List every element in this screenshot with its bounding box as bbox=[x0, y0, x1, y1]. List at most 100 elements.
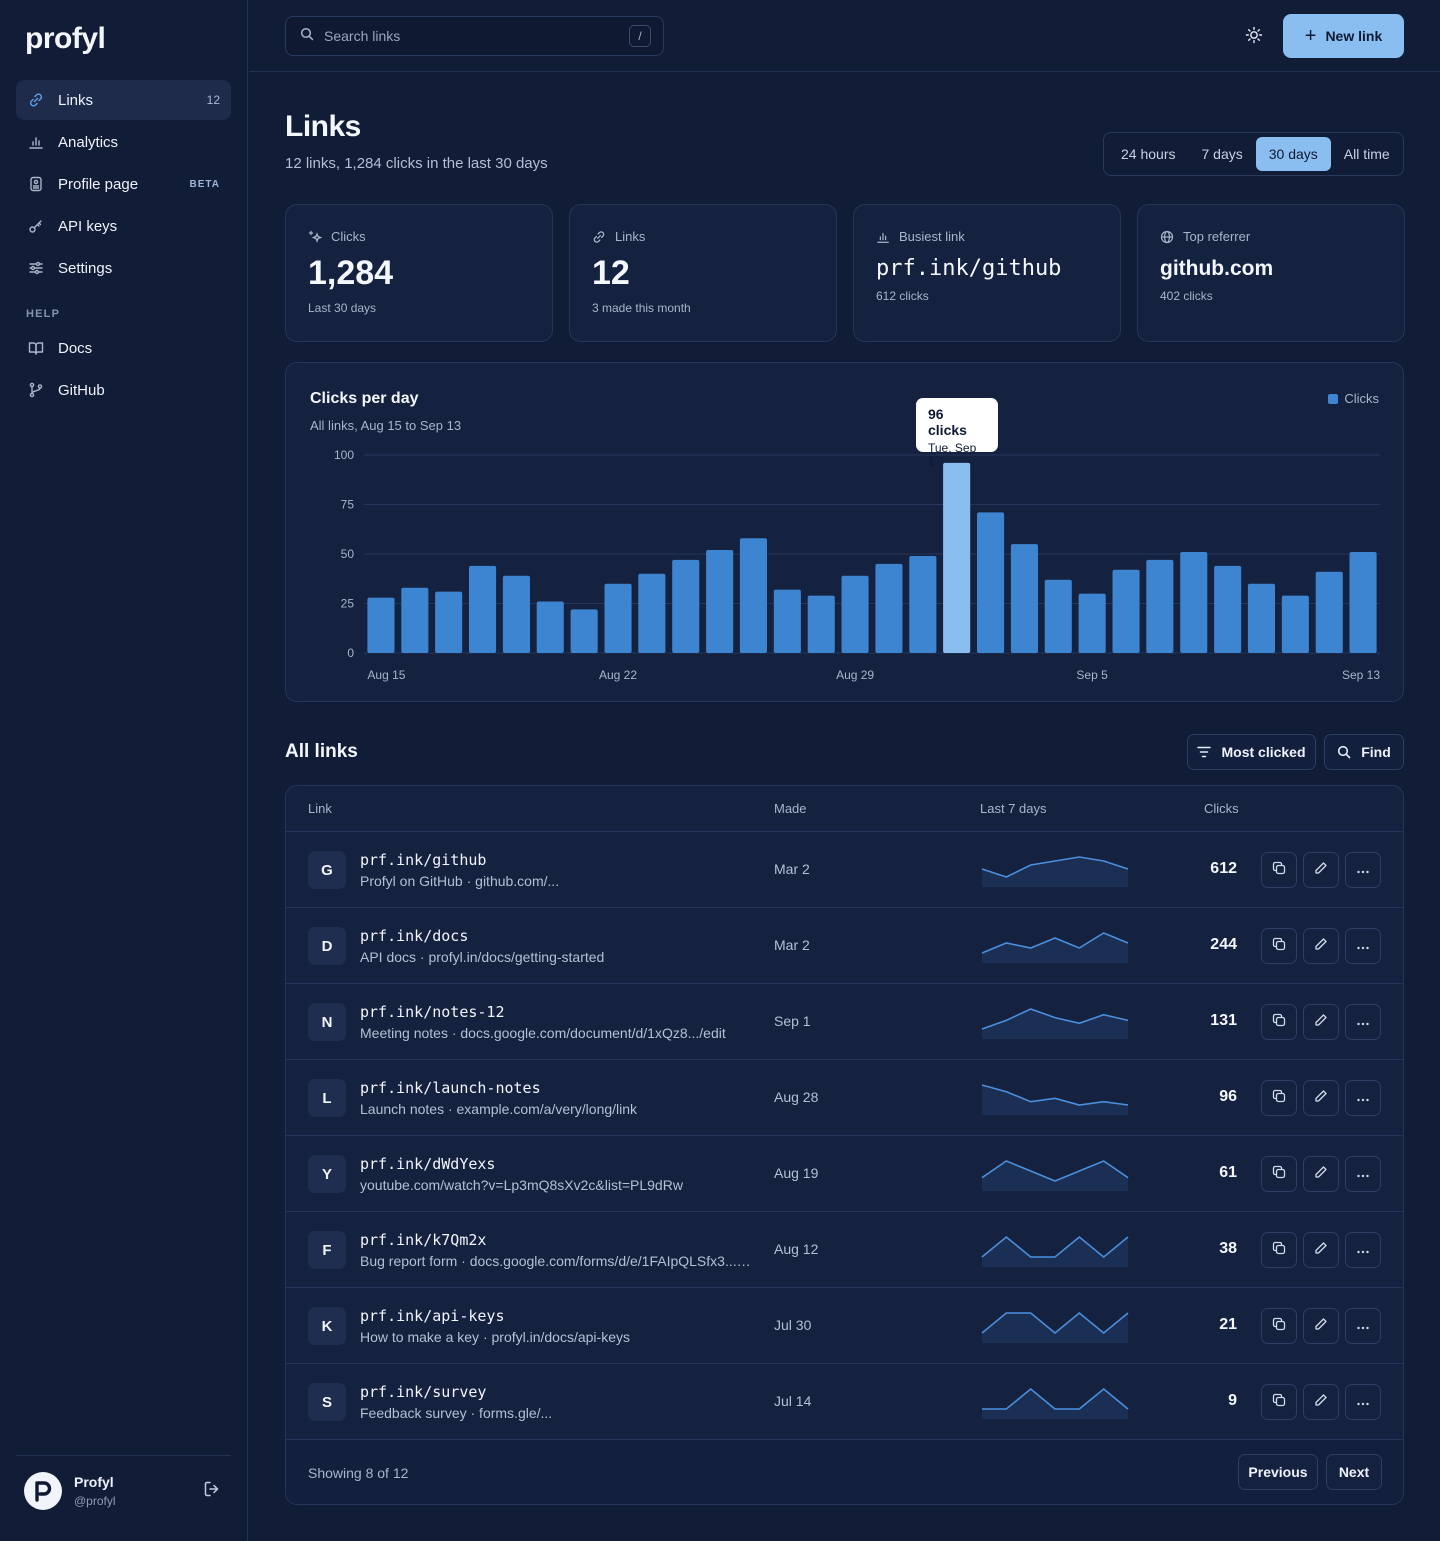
range-24-hours[interactable]: 24 hours bbox=[1121, 146, 1176, 162]
short-link[interactable]: prf.ink/survey bbox=[360, 1383, 487, 1401]
short-link[interactable]: prf.ink/github bbox=[360, 851, 487, 869]
bar-aug-16[interactable] bbox=[401, 587, 429, 653]
bar-sep-13[interactable] bbox=[1349, 552, 1377, 653]
bar-sep-3[interactable] bbox=[1010, 544, 1038, 653]
copy-link-button[interactable] bbox=[1261, 1004, 1297, 1040]
bar-aug-30[interactable] bbox=[875, 563, 903, 653]
search-input[interactable] bbox=[324, 28, 614, 44]
edit-link-button[interactable] bbox=[1303, 1384, 1339, 1420]
bar-sep-11[interactable] bbox=[1281, 595, 1309, 653]
stat-value[interactable]: prf.ink/github bbox=[876, 256, 1062, 281]
range-7-days[interactable]: 7 days bbox=[1201, 146, 1243, 162]
short-link[interactable]: prf.ink/k7Qm2x bbox=[360, 1231, 487, 1249]
copy-link-button[interactable] bbox=[1261, 1384, 1297, 1420]
more-actions-button[interactable] bbox=[1345, 928, 1381, 964]
copy-link-button[interactable] bbox=[1261, 1308, 1297, 1344]
short-link[interactable]: prf.ink/dWdYexs bbox=[360, 1155, 496, 1173]
column-header-last-7-days[interactable]: Last 7 days bbox=[980, 801, 1047, 816]
edit-link-button[interactable] bbox=[1303, 1232, 1339, 1268]
copy-link-button[interactable] bbox=[1261, 928, 1297, 964]
copy-link-button[interactable] bbox=[1261, 1232, 1297, 1268]
more-actions-button[interactable] bbox=[1345, 1232, 1381, 1268]
short-link[interactable]: prf.ink/api-keys bbox=[360, 1307, 505, 1325]
bar-aug-25[interactable] bbox=[706, 550, 734, 653]
more-actions-button[interactable] bbox=[1345, 852, 1381, 888]
sidebar-item-github[interactable]: GitHub bbox=[16, 370, 231, 410]
sidebar-item-analytics[interactable]: Analytics bbox=[16, 122, 231, 162]
bar-aug-18[interactable] bbox=[469, 565, 497, 653]
bar-sep-4[interactable] bbox=[1044, 579, 1072, 653]
bar-aug-20[interactable] bbox=[536, 601, 564, 654]
bar-aug-22[interactable] bbox=[604, 583, 632, 653]
bar-sep-9[interactable] bbox=[1214, 565, 1242, 653]
bar-sep-2[interactable] bbox=[977, 512, 1005, 653]
table-footer: Showing 8 of 12 Previous Next bbox=[286, 1440, 1403, 1504]
logout-icon[interactable] bbox=[203, 1480, 221, 1503]
new-link-button[interactable]: + New link bbox=[1283, 14, 1404, 58]
edit-link-button[interactable] bbox=[1303, 852, 1339, 888]
copy-link-button[interactable] bbox=[1261, 1080, 1297, 1116]
bar-sep-5[interactable] bbox=[1078, 593, 1106, 653]
more-actions-button[interactable] bbox=[1345, 1384, 1381, 1420]
more-actions-button[interactable] bbox=[1345, 1308, 1381, 1344]
column-header-link[interactable]: Link bbox=[308, 801, 332, 816]
search-box[interactable]: / bbox=[285, 16, 664, 56]
more-actions-button[interactable] bbox=[1345, 1156, 1381, 1192]
short-link[interactable]: prf.ink/docs bbox=[360, 927, 469, 945]
sidebar-item-settings[interactable]: Settings bbox=[16, 248, 231, 288]
short-link[interactable]: prf.ink/notes-12 bbox=[360, 1003, 505, 1021]
bar-aug-27[interactable] bbox=[773, 589, 801, 653]
bar-sep-1[interactable] bbox=[943, 462, 971, 653]
sidebar-item-docs[interactable]: Docs bbox=[16, 328, 231, 368]
profyl-logo[interactable]: profyl bbox=[25, 22, 106, 55]
bar-aug-28[interactable] bbox=[807, 595, 835, 653]
bar-aug-31[interactable] bbox=[909, 556, 937, 653]
bar-aug-26[interactable] bbox=[739, 538, 767, 653]
edit-link-button[interactable] bbox=[1303, 928, 1339, 964]
bar-sep-7[interactable] bbox=[1146, 559, 1174, 653]
sidebar-item-profile-page[interactable]: Profile page BETA bbox=[16, 164, 231, 204]
bar-sep-6[interactable] bbox=[1112, 569, 1140, 653]
bar-aug-15[interactable] bbox=[367, 597, 395, 653]
range-all-time[interactable]: All time bbox=[1343, 146, 1390, 162]
link-destination: Bug report form · docs.google.com/forms/… bbox=[360, 1253, 752, 1269]
range-30-days[interactable]: 30 days bbox=[1255, 137, 1331, 171]
sort-most-clicked-button[interactable]: Most clicked bbox=[1187, 734, 1316, 770]
more-actions-button[interactable] bbox=[1345, 1004, 1381, 1040]
bar-sep-10[interactable] bbox=[1247, 583, 1275, 653]
bar-aug-24[interactable] bbox=[672, 559, 700, 653]
previous-page-button[interactable]: Previous bbox=[1238, 1454, 1318, 1490]
find-button[interactable]: Find bbox=[1324, 734, 1404, 770]
more-actions-button[interactable] bbox=[1345, 1080, 1381, 1116]
user-profile[interactable]: Profyl @profyl bbox=[16, 1455, 231, 1525]
copy-link-button[interactable] bbox=[1261, 1156, 1297, 1192]
edit-link-button[interactable] bbox=[1303, 1080, 1339, 1116]
bar-aug-23[interactable] bbox=[638, 573, 666, 653]
edit-link-button[interactable] bbox=[1303, 1156, 1339, 1192]
clicks-bar-chart[interactable]: 0 25 50 75 100 Aug 15 Aug 22 Aug 29 Sep 5 Sep 13 bbox=[286, 363, 1405, 703]
next-page-button[interactable]: Next bbox=[1326, 1454, 1382, 1490]
bar-aug-17[interactable] bbox=[435, 591, 463, 653]
short-link[interactable]: prf.ink/launch-notes bbox=[360, 1079, 541, 1097]
bar-aug-29[interactable] bbox=[841, 575, 869, 653]
bar-sep-8[interactable] bbox=[1180, 552, 1208, 653]
copy-link-button[interactable] bbox=[1261, 852, 1297, 888]
bar-sep-12[interactable] bbox=[1315, 571, 1343, 653]
bar-aug-19[interactable] bbox=[502, 575, 530, 653]
theme-toggle-sun-icon[interactable] bbox=[1245, 26, 1263, 49]
sidebar-item-links[interactable]: Links 12 bbox=[16, 80, 231, 120]
column-header-clicks[interactable]: Clicks bbox=[1204, 801, 1239, 816]
sidebar-item-api-keys[interactable]: API keys bbox=[16, 206, 231, 246]
edit-link-button[interactable] bbox=[1303, 1004, 1339, 1040]
bar-aug-21[interactable] bbox=[570, 609, 598, 653]
edit-link-button[interactable] bbox=[1303, 1308, 1339, 1344]
column-header-made[interactable]: Made bbox=[774, 801, 807, 816]
